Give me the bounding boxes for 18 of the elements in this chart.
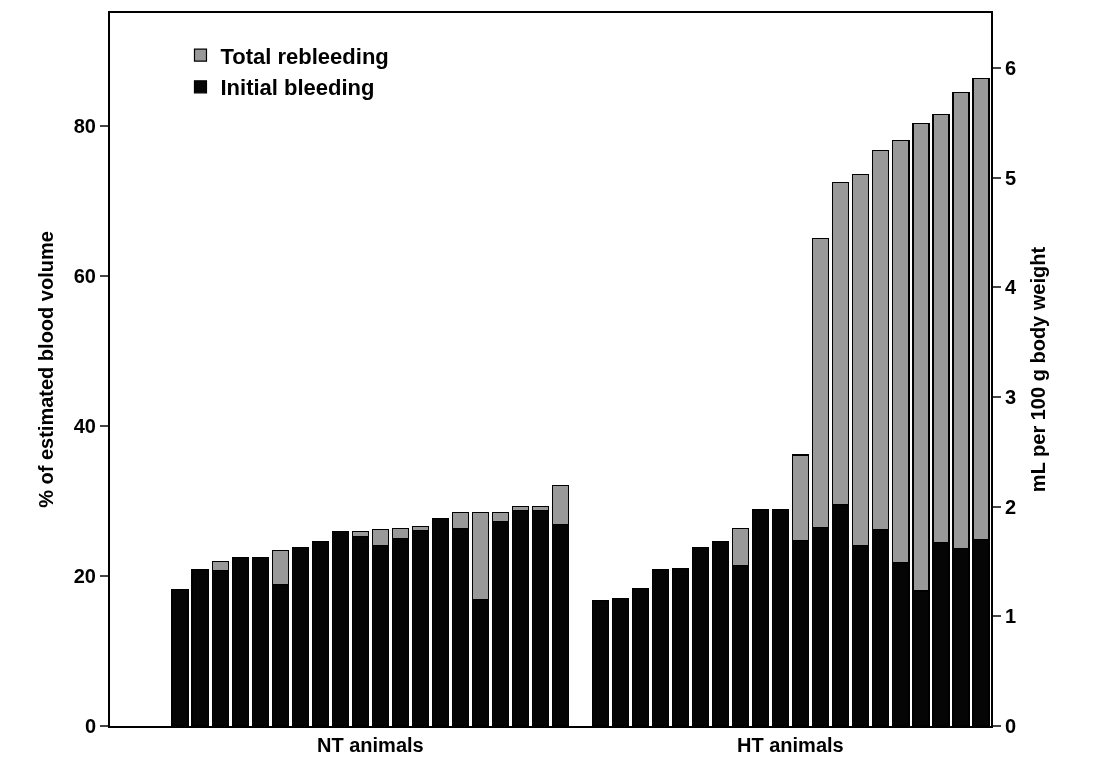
y2-axis-title: mL per 100 g body weight [1027,246,1049,493]
legend-label: Initial bleeding [220,75,375,101]
y-tick-label: 40 [73,414,96,437]
y2-tick-label: 3 [1005,385,1017,408]
y-tick-label: 80 [73,114,96,137]
text: NT animals [317,734,424,756]
legend-label: Total rebleeding [220,43,389,69]
y2-tick-label: 5 [1005,166,1017,189]
y2-tick-label: 4 [1005,276,1017,299]
text: HT animals [737,734,844,756]
y2-tick-label: 2 [1005,495,1017,518]
y-tick-label: 20 [73,564,96,587]
y2-tick-label: 6 [1005,56,1017,79]
y2-tick-label: 1 [1005,605,1017,628]
y-tick-label: 60 [73,264,96,287]
y-tick-label: 0 [84,715,96,737]
y-axis-title: % of estimated blood volume [34,231,57,508]
y2-tick-label: 0 [1005,715,1017,737]
